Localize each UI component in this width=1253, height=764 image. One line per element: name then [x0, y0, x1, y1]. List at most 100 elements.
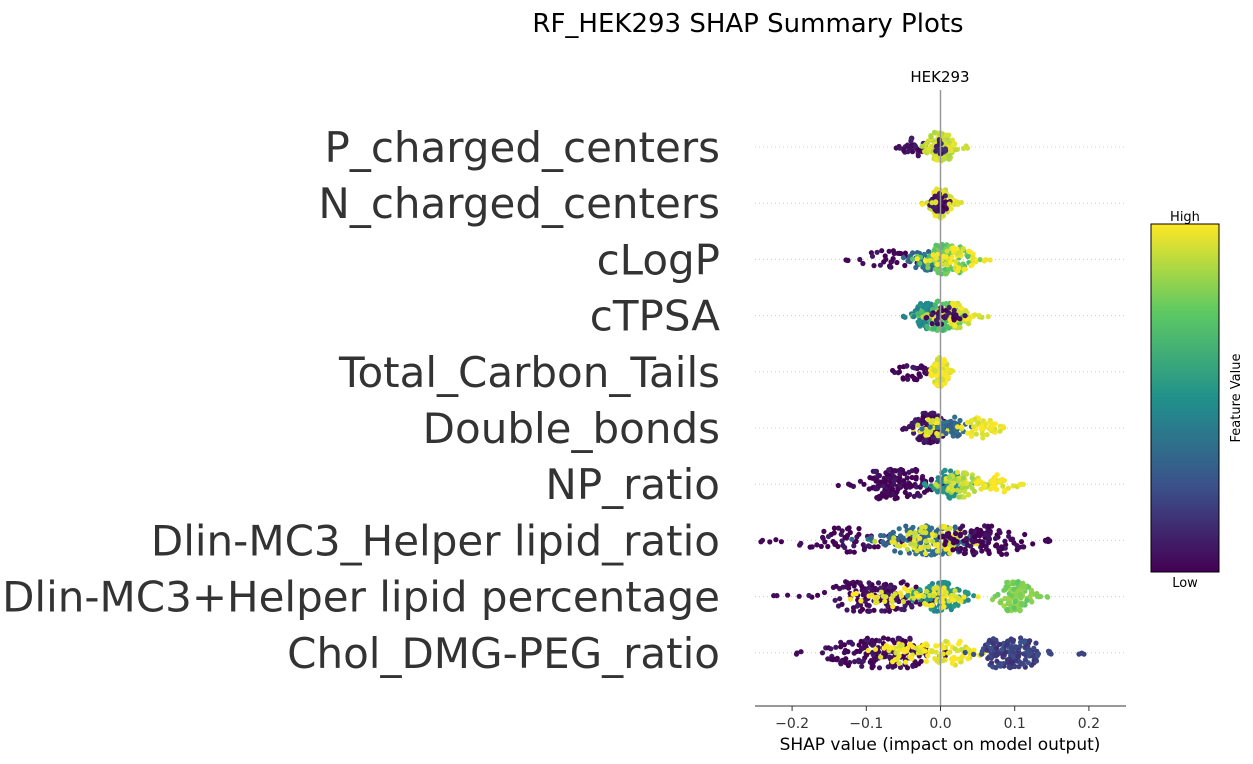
shap-point: [944, 248, 950, 254]
shap-point: [904, 582, 910, 588]
shap-point: [996, 549, 1002, 555]
shap-point: [914, 377, 920, 383]
shap-point: [1002, 538, 1008, 544]
shap-point: [1013, 658, 1019, 664]
shap-point: [890, 256, 896, 262]
shap-point: [1006, 533, 1012, 540]
shap-point: [1009, 660, 1015, 666]
shap-point: [981, 485, 987, 491]
shap-point: [880, 593, 886, 599]
colorbar-title: Feature Value: [1229, 354, 1244, 443]
shap-point: [979, 648, 985, 655]
shap-point: [846, 481, 852, 487]
x-tick-label: −0.2: [775, 716, 809, 732]
shap-point: [872, 538, 878, 545]
shap-point: [975, 594, 981, 600]
shap-point: [773, 537, 779, 543]
shap-point: [996, 479, 1003, 485]
shap-point: [952, 646, 958, 652]
shap-point: [871, 607, 877, 613]
shap-point: [1030, 541, 1036, 547]
shap-point: [976, 313, 982, 319]
shap-point: [912, 530, 918, 536]
shap-point: [1047, 538, 1053, 544]
shap-point: [902, 144, 908, 150]
shap-point: [941, 604, 947, 610]
shap-point: [873, 486, 879, 492]
shap-point: [926, 249, 932, 255]
shap-point: [904, 665, 911, 671]
shap-point: [871, 544, 878, 550]
shap-point: [896, 637, 902, 643]
shap-point: [830, 657, 836, 663]
shap-point: [900, 313, 907, 319]
shap-point: [971, 593, 977, 599]
shap-point: [825, 543, 831, 550]
shap-point: [918, 545, 924, 551]
shap-point: [927, 257, 933, 264]
shap-point: [878, 585, 884, 591]
shap-point: [969, 418, 975, 424]
shap-point: [821, 589, 828, 596]
shap-point: [902, 262, 908, 269]
shap-point: [1016, 587, 1023, 593]
shap-point: [957, 488, 963, 494]
shap-point: [844, 607, 850, 613]
shap-point: [865, 543, 872, 549]
shap-point: [830, 538, 836, 545]
shap-point: [986, 548, 992, 554]
shap-point: [958, 646, 965, 653]
shap-point: [896, 143, 902, 150]
shap-point: [970, 254, 976, 260]
shap-point: [952, 322, 958, 329]
shap-point: [951, 247, 957, 253]
shap-point: [831, 525, 838, 531]
shap-point: [828, 646, 834, 652]
shap-point: [922, 258, 929, 264]
shap-point: [924, 643, 930, 649]
shap-point: [929, 525, 935, 531]
shap-point: [990, 478, 997, 484]
shap-point: [957, 249, 963, 255]
shap-point: [931, 367, 937, 373]
shap-point: [1000, 483, 1006, 489]
shap-point: [864, 602, 870, 608]
shap-point: [919, 143, 925, 149]
shap-point: [953, 147, 959, 153]
shap-point: [934, 658, 940, 664]
shap-point: [923, 550, 929, 557]
shap-point: [972, 312, 978, 318]
shap-point: [890, 659, 896, 665]
shap-point: [1001, 603, 1007, 609]
shap-point: [912, 418, 918, 424]
shap-point: [931, 129, 938, 135]
shap-point: [1045, 648, 1052, 654]
shap-point: [872, 646, 879, 652]
chart-subtitle: HEK293: [910, 68, 969, 86]
shap-point: [926, 583, 933, 589]
shap-point: [998, 544, 1005, 550]
shap-point: [896, 647, 903, 653]
shap-point: [794, 650, 800, 656]
shap-point: [961, 494, 967, 500]
shap-point: [820, 534, 826, 541]
shap-point: [913, 484, 920, 490]
shap-point: [825, 656, 831, 662]
shap-point: [909, 149, 916, 155]
shap-point: [1021, 544, 1027, 550]
shap-point: [841, 642, 848, 648]
shap-point: [798, 649, 804, 655]
shap-point: [952, 414, 958, 420]
shap-point: [953, 258, 959, 265]
shap-point: [850, 605, 857, 611]
shap-point: [1005, 595, 1011, 602]
feature-label: NP_ratio: [545, 460, 720, 509]
shap-point: [946, 305, 952, 311]
shap-point: [951, 317, 957, 323]
shap-point: [861, 481, 867, 487]
shap-point: [925, 417, 932, 423]
shap-point: [907, 641, 913, 647]
shap-point: [944, 323, 950, 329]
shap-point: [1011, 654, 1017, 660]
colorbar-high-label: High: [1170, 210, 1200, 225]
